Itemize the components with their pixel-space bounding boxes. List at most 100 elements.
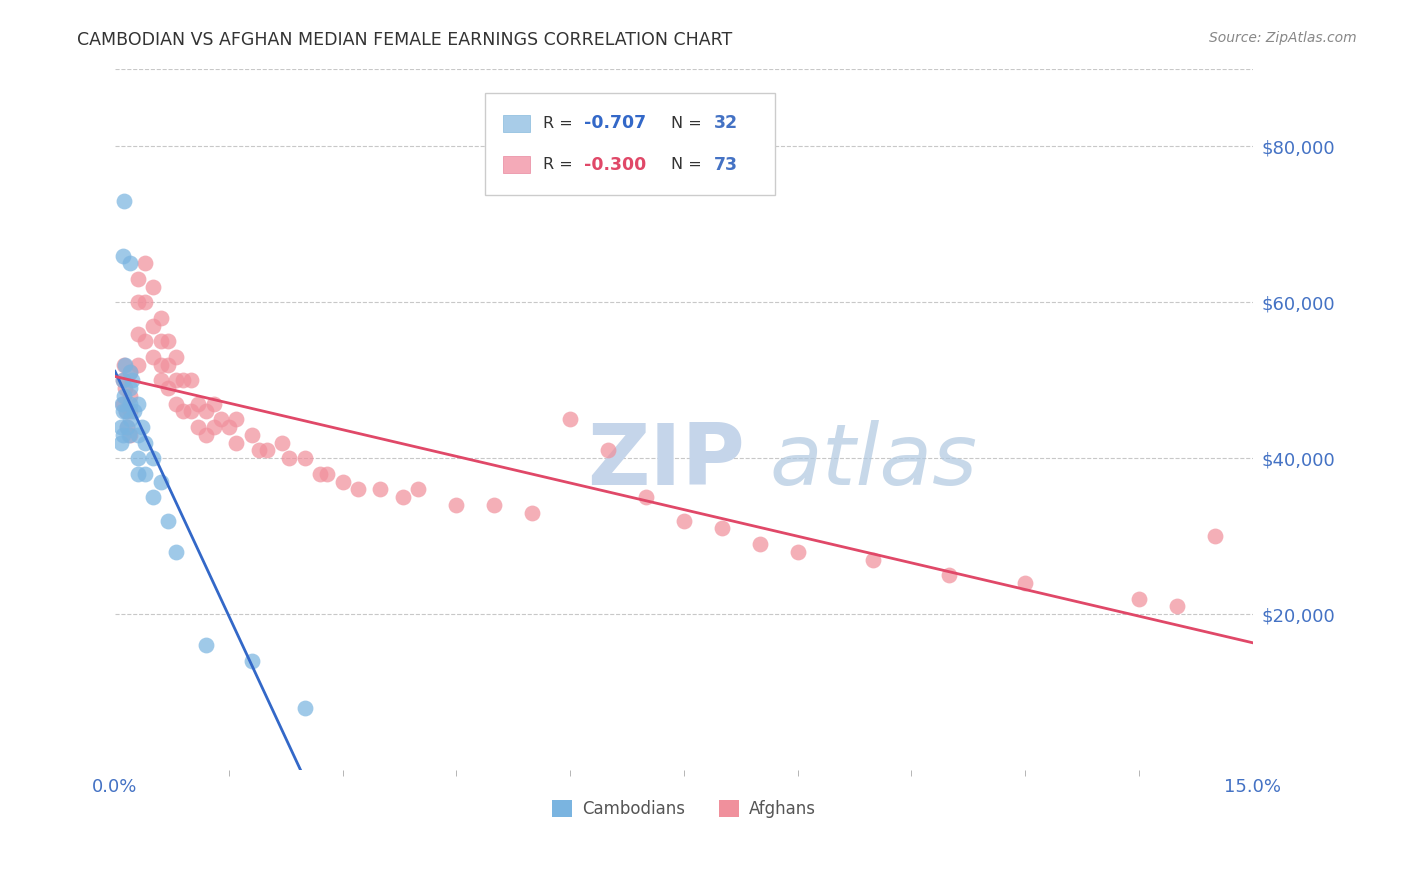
Legend: Cambodians, Afghans: Cambodians, Afghans: [546, 793, 823, 825]
FancyBboxPatch shape: [485, 93, 775, 194]
Point: [202, 397, 225, 411]
Point: [120, 404, 142, 418]
Point: [115, 420, 138, 434]
Point: [862, 552, 884, 566]
FancyBboxPatch shape: [503, 156, 530, 173]
Point: [111, 373, 134, 387]
Point: [115, 420, 138, 434]
Point: [127, 427, 149, 442]
Point: [120, 381, 142, 395]
Point: [120, 389, 142, 403]
Text: atlas: atlas: [769, 420, 977, 503]
Point: [134, 295, 156, 310]
Text: N =: N =: [671, 116, 707, 130]
Point: [209, 412, 232, 426]
Point: [218, 420, 240, 434]
Point: [446, 498, 468, 512]
Point: [142, 279, 165, 293]
Point: [165, 350, 187, 364]
Point: [247, 443, 270, 458]
Point: [122, 404, 145, 418]
Point: [157, 334, 180, 349]
Point: [308, 467, 330, 481]
Point: [672, 514, 695, 528]
Point: [142, 451, 165, 466]
Point: [1014, 576, 1036, 591]
Point: [172, 373, 194, 387]
Point: [112, 358, 135, 372]
Point: [558, 412, 581, 426]
Point: [294, 451, 316, 466]
Point: [1166, 599, 1188, 614]
Point: [157, 358, 180, 372]
Point: [111, 397, 134, 411]
Point: [111, 249, 134, 263]
Point: [112, 194, 135, 208]
Point: [172, 404, 194, 418]
Point: [114, 358, 136, 372]
Point: [149, 310, 172, 325]
Point: [195, 427, 218, 442]
Point: [131, 420, 153, 434]
Point: [134, 467, 156, 481]
Point: [202, 420, 225, 434]
Point: [392, 490, 415, 504]
Point: [710, 521, 733, 535]
Point: [112, 389, 135, 403]
Point: [748, 537, 770, 551]
Point: [120, 256, 142, 270]
Point: [165, 373, 187, 387]
Point: [142, 490, 165, 504]
Point: [127, 397, 149, 411]
Text: R =: R =: [543, 116, 578, 130]
Point: [165, 545, 187, 559]
Point: [484, 498, 506, 512]
Point: [115, 404, 138, 418]
Point: [111, 427, 134, 442]
Point: [346, 483, 368, 497]
Point: [120, 397, 142, 411]
Point: [111, 397, 134, 411]
Point: [165, 397, 187, 411]
Point: [121, 373, 143, 387]
Text: ZIP: ZIP: [588, 420, 745, 503]
Point: [1128, 591, 1150, 606]
Text: CAMBODIAN VS AFGHAN MEDIAN FEMALE EARNINGS CORRELATION CHART: CAMBODIAN VS AFGHAN MEDIAN FEMALE EARNIN…: [77, 31, 733, 49]
Point: [316, 467, 339, 481]
Text: -0.300: -0.300: [583, 156, 645, 174]
Point: [120, 427, 142, 442]
Point: [278, 451, 301, 466]
Point: [270, 435, 292, 450]
Point: [157, 514, 180, 528]
Point: [149, 373, 172, 387]
Point: [786, 545, 808, 559]
Point: [118, 427, 141, 442]
Point: [408, 483, 430, 497]
Point: [195, 404, 218, 418]
Point: [1204, 529, 1226, 543]
FancyBboxPatch shape: [503, 115, 530, 131]
Point: [120, 366, 142, 380]
Point: [225, 412, 247, 426]
Point: [127, 272, 149, 286]
Point: [127, 326, 149, 341]
Point: [634, 490, 657, 504]
Text: 73: 73: [713, 156, 737, 174]
Point: [187, 397, 209, 411]
Point: [134, 435, 156, 450]
Point: [520, 506, 543, 520]
Point: [127, 358, 149, 372]
Point: [127, 295, 149, 310]
Point: [110, 420, 132, 434]
Point: [134, 256, 156, 270]
Point: [110, 435, 132, 450]
Point: [134, 334, 156, 349]
Text: -0.707: -0.707: [583, 114, 645, 132]
Point: [115, 404, 138, 418]
Point: [240, 427, 263, 442]
Point: [332, 475, 354, 489]
Point: [111, 404, 134, 418]
Point: [111, 373, 134, 387]
Point: [149, 358, 172, 372]
Point: [142, 318, 165, 333]
